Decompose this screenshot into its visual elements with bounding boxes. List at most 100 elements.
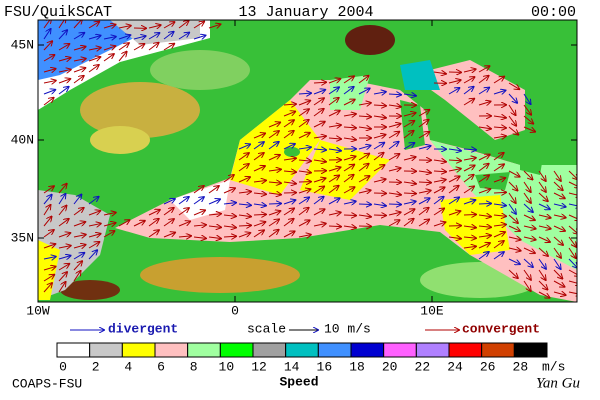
wind-arrow: [58, 58, 71, 61]
wind-arrow: [163, 199, 175, 205]
terrain: [90, 126, 150, 154]
wind-arrow: [73, 208, 84, 216]
wind-arrow: [73, 76, 84, 84]
wind-arrow: [418, 220, 429, 227]
wind-arrow: [298, 160, 311, 161]
wind-arrow: [208, 24, 220, 28]
wind-arrow: [268, 193, 281, 195]
wind-arrow: [328, 111, 340, 117]
wind-arrow: [148, 230, 159, 238]
wind-arrow: [73, 33, 84, 40]
wind-arrow: [43, 186, 54, 194]
wind-arrow: [88, 250, 97, 260]
wind-arrow: [388, 142, 399, 150]
wind-arrow: [433, 208, 444, 216]
wind-arrow: [373, 135, 386, 138]
wind-arrow: [58, 272, 67, 282]
wind-arrow: [298, 171, 311, 173]
wind-arrow: [43, 69, 56, 72]
wind-arrow: [343, 114, 356, 116]
wind-arrow: [343, 187, 354, 194]
wind-arrow: [508, 248, 521, 251]
wind-arrow: [298, 109, 309, 117]
wind-arrow: [223, 226, 236, 228]
wind-arrow: [148, 25, 161, 28]
wind-arrow: [178, 221, 190, 227]
wind-arrow: [358, 127, 371, 129]
wind-arrow: [73, 222, 85, 227]
wind-arrow: [178, 197, 189, 205]
colorbar-tick-label: 0: [59, 359, 67, 374]
wind-arrow: [508, 214, 518, 223]
wind-arrow: [358, 76, 369, 84]
wind-arrow: [88, 242, 99, 249]
wind-arrow: [433, 180, 446, 182]
wind-arrow: [268, 203, 281, 204]
wind-arrow: [313, 178, 325, 182]
wind-arrow: [523, 126, 535, 132]
wind-arrow: [523, 226, 536, 229]
wind-arrow: [448, 169, 461, 171]
wind-arrow: [43, 41, 52, 51]
colorbar-swatch: [448, 342, 483, 358]
wind-arrow: [163, 232, 175, 238]
wind-arrow: [568, 214, 577, 220]
wind-arrow: [118, 220, 129, 227]
wind-arrow: [58, 79, 70, 84]
wind-arrow: [73, 68, 85, 73]
sea: [230, 100, 320, 195]
wind-arrow: [148, 219, 159, 227]
wind-arrow: [58, 264, 69, 271]
wind-arrow: [208, 226, 221, 227]
wind-arrow: [343, 76, 354, 84]
wind-arrow: [448, 211, 460, 215]
wind-arrow: [523, 203, 533, 212]
wind-arrow: [478, 203, 491, 204]
wind-arrow: [328, 176, 339, 183]
wind-arrow: [343, 127, 356, 128]
wind-arrow: [403, 94, 416, 96]
wind-arrow: [73, 20, 82, 29]
wind-arrow: [58, 194, 65, 205]
wind-arrow: [508, 203, 516, 214]
wind-arrow: [253, 230, 264, 238]
wind-arrow: [313, 197, 324, 205]
wind-arrow: [463, 186, 474, 194]
wind-arrow: [418, 182, 431, 183]
wind-arrow: [538, 192, 548, 201]
terrain: [345, 25, 395, 55]
wind-arrow: [103, 54, 114, 62]
wind-arrow: [238, 204, 251, 205]
wind-arrow: [178, 33, 189, 40]
legend-divergent: divergent: [108, 321, 178, 336]
wind-arrow: [508, 258, 520, 264]
wind-arrow: [313, 209, 325, 216]
wind-arrow: [133, 44, 144, 51]
wind-arrow: [88, 48, 101, 50]
wind-arrow: [388, 193, 401, 195]
colorbar-swatch: [513, 342, 548, 358]
wind-arrow: [493, 241, 504, 249]
wind-arrow: [433, 197, 444, 205]
wind-arrow: [208, 199, 220, 205]
wind-arrow: [73, 235, 86, 237]
wind-arrow: [448, 176, 460, 183]
legend-scale: scale: [247, 321, 286, 336]
wind-arrow: [103, 223, 116, 226]
colorbar-tick-label: 10: [219, 359, 235, 374]
colorbar-swatch: [154, 342, 189, 358]
wind-arrow: [448, 80, 461, 83]
wind-arrow: [223, 215, 236, 216]
wind-arrow: [193, 237, 206, 238]
wind-arrow: [358, 154, 369, 161]
wind-arrow: [568, 247, 576, 258]
wind-arrow: [343, 138, 356, 140]
wind-arrow: [448, 237, 461, 239]
wind-arrow: [358, 88, 370, 95]
colorbar-swatch: [252, 342, 287, 358]
wind-arrow: [493, 225, 506, 226]
wind-arrow: [253, 193, 266, 194]
wind-arrow: [58, 219, 69, 227]
wind-arrow: [313, 122, 325, 128]
wind-arrow: [568, 292, 577, 294]
